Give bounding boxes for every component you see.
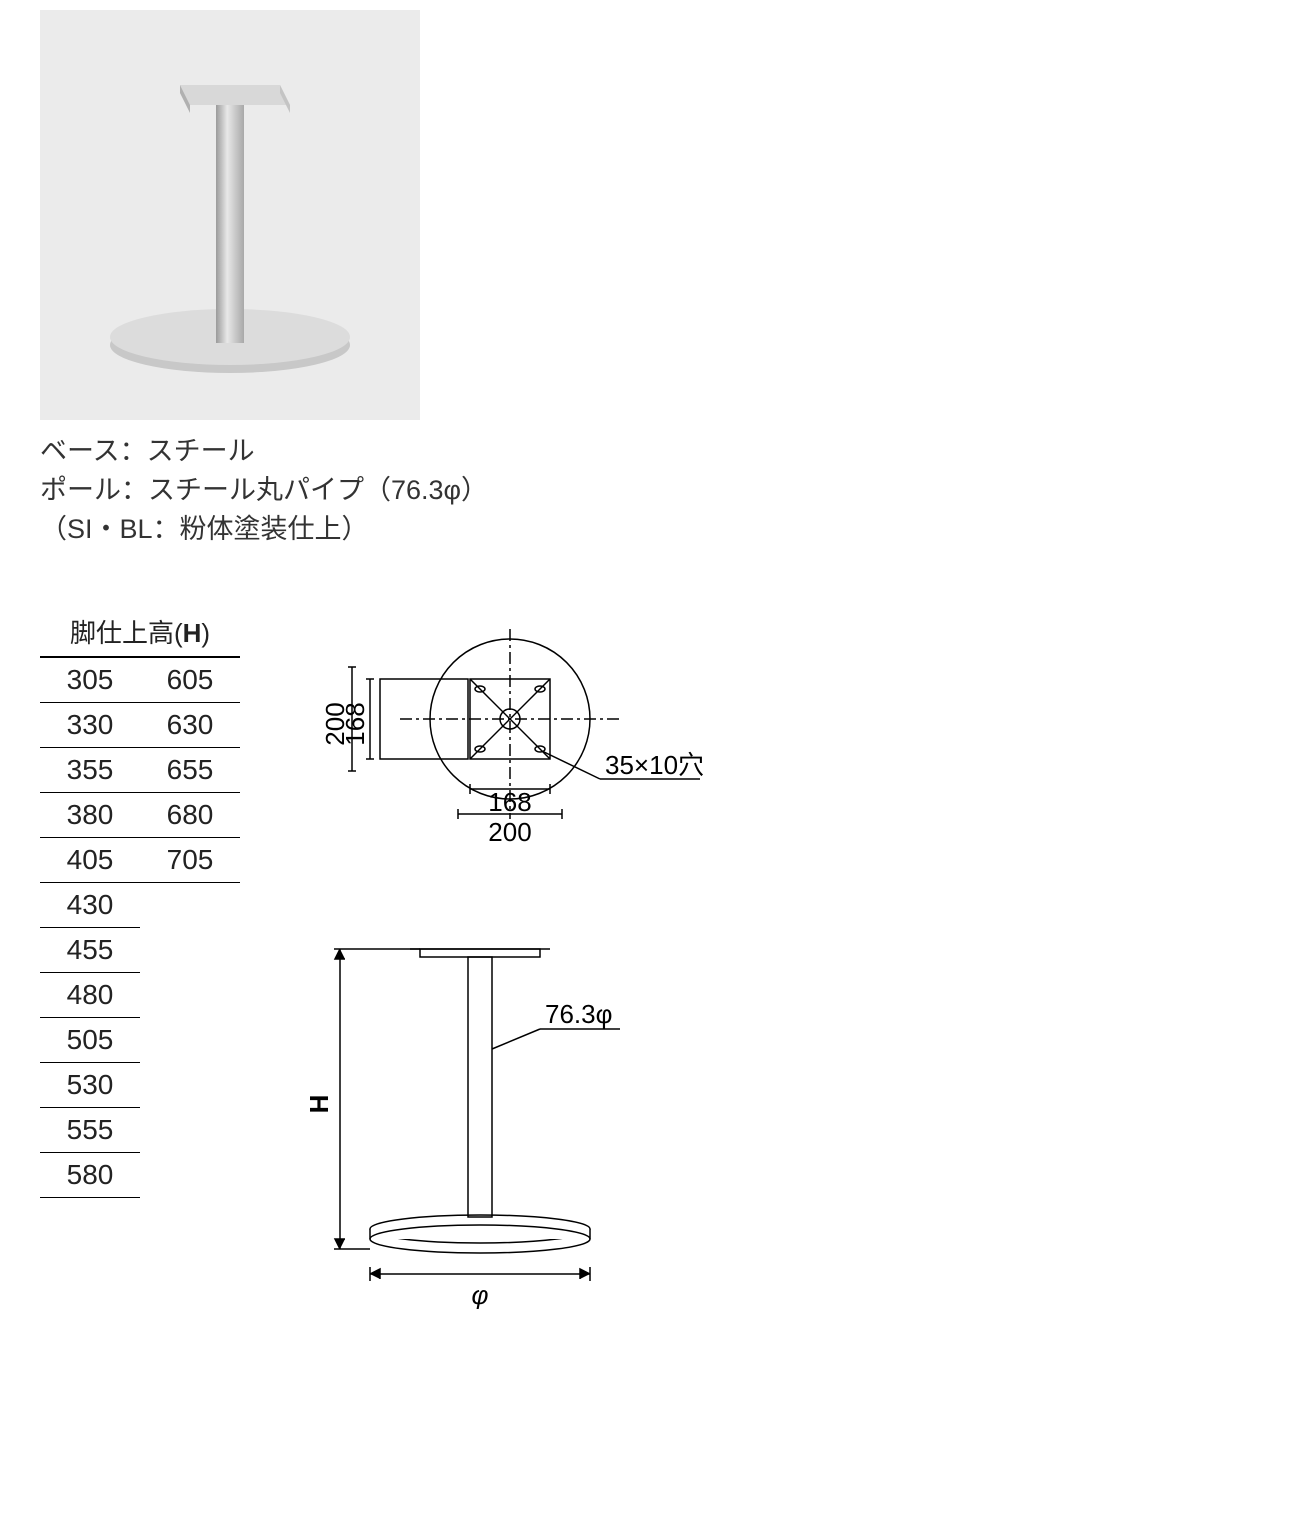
height-cell: 380 bbox=[40, 793, 140, 838]
table-row: 330630 bbox=[40, 703, 240, 748]
dim-168-v: 168 bbox=[340, 703, 370, 746]
height-cell: 480 bbox=[40, 973, 140, 1018]
table-row: 405705 bbox=[40, 838, 240, 883]
height-cell: 605 bbox=[140, 657, 240, 703]
height-cell: 405 bbox=[40, 838, 140, 883]
base-phi-label: φ bbox=[472, 1280, 489, 1309]
height-cell bbox=[140, 1108, 240, 1153]
lower-section: 脚仕上高(H) 30560533063035565538068040570543… bbox=[40, 609, 1256, 1309]
height-cell: 505 bbox=[40, 1018, 140, 1063]
height-cell: 305 bbox=[40, 657, 140, 703]
height-cell: 705 bbox=[140, 838, 240, 883]
height-cell: 555 bbox=[40, 1108, 140, 1153]
material-description: ベース：スチール ポール：スチール丸パイプ（76.3φ） （SI・BL：粉体塗装… bbox=[40, 432, 1256, 549]
height-cell bbox=[140, 883, 240, 928]
height-cell: 680 bbox=[140, 793, 240, 838]
table-row: 455 bbox=[40, 928, 240, 973]
height-cell: 580 bbox=[40, 1153, 140, 1198]
height-cell: 430 bbox=[40, 883, 140, 928]
desc-line-3: （SI・BL：粉体塗装仕上） bbox=[40, 510, 1256, 549]
height-table: 脚仕上高(H) 30560533063035565538068040570543… bbox=[40, 609, 240, 1198]
table-row: 505 bbox=[40, 1018, 240, 1063]
height-H-label: H bbox=[304, 1095, 334, 1114]
dim-200-h: 200 bbox=[488, 817, 531, 847]
height-cell bbox=[140, 1018, 240, 1063]
table-base-render bbox=[80, 35, 380, 395]
height-cell: 655 bbox=[140, 748, 240, 793]
table-row: 355655 bbox=[40, 748, 240, 793]
height-cell: 530 bbox=[40, 1063, 140, 1108]
table-row: 430 bbox=[40, 883, 240, 928]
side-view-diagram: H 76.3φ φ bbox=[280, 929, 680, 1309]
table-row: 530 bbox=[40, 1063, 240, 1108]
height-cell bbox=[140, 1153, 240, 1198]
hole-note: 35×10穴 bbox=[605, 750, 704, 780]
table-row: 305605 bbox=[40, 657, 240, 703]
height-cell: 630 bbox=[140, 703, 240, 748]
desc-line-1: ベース：スチール bbox=[40, 432, 1256, 471]
table-row: 580 bbox=[40, 1153, 240, 1198]
table-row: 555 bbox=[40, 1108, 240, 1153]
dim-168-h: 168 bbox=[488, 787, 531, 817]
height-cell: 455 bbox=[40, 928, 140, 973]
height-cell bbox=[140, 928, 240, 973]
pole-dia-label: 76.3φ bbox=[545, 999, 612, 1029]
top-view-diagram: 200 168 168 200 35×10穴 bbox=[280, 619, 710, 869]
diagrams: 200 168 168 200 35×10穴 bbox=[280, 609, 710, 1309]
height-cell: 355 bbox=[40, 748, 140, 793]
table-row: 480 bbox=[40, 973, 240, 1018]
height-cell bbox=[140, 1063, 240, 1108]
desc-line-2: ポール：スチール丸パイプ（76.3φ） bbox=[40, 471, 1256, 510]
table-row: 380680 bbox=[40, 793, 240, 838]
product-photo bbox=[40, 10, 420, 420]
height-cell: 330 bbox=[40, 703, 140, 748]
table-header: 脚仕上高(H) bbox=[40, 609, 240, 657]
height-cell bbox=[140, 973, 240, 1018]
